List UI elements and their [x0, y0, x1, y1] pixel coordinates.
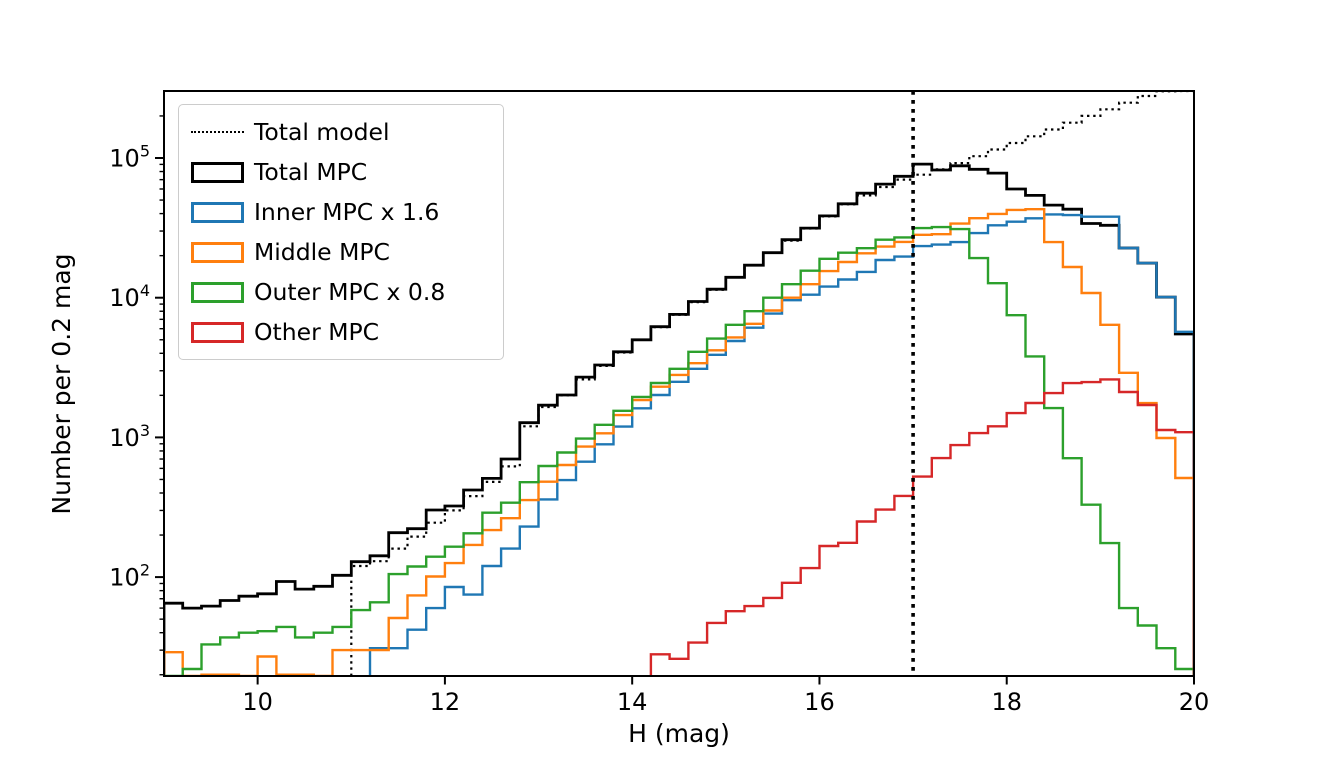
legend-label: Middle MPC	[254, 238, 390, 266]
legend-rect-swatch	[191, 201, 244, 223]
series-middle-mpc	[163, 208, 1195, 677]
legend: Total model Total MPC Inner MPC x 1.6 Middl…	[178, 104, 504, 360]
legend-item-total-mpc: Total MPC	[191, 152, 503, 192]
y-axis-tick-label: 104	[109, 281, 150, 312]
y-axis-tick-label: 102	[109, 561, 150, 592]
legend-label: Total model	[254, 118, 390, 146]
legend-label: Total MPC	[254, 158, 368, 186]
legend-label: Inner MPC x 1.6	[254, 198, 440, 226]
legend-label: Other MPC	[254, 318, 380, 346]
legend-rect-swatch	[191, 161, 244, 183]
legend-rect-swatch	[191, 241, 244, 263]
legend-item-total-model: Total model	[191, 112, 503, 152]
x-axis-tick-label: 20	[1179, 688, 1210, 716]
legend-item-outer-mpc-x-0-8: Outer MPC x 0.8	[191, 272, 503, 312]
legend-item-middle-mpc: Middle MPC	[191, 232, 503, 272]
x-axis-tick-label: 10	[242, 688, 273, 716]
y-axis-tick-label: 103	[109, 421, 150, 452]
x-axis-tick-label: 14	[617, 688, 648, 716]
legend-item-inner-mpc-x-1-6: Inner MPC x 1.6	[191, 192, 503, 232]
y-axis-tick-label: 105	[109, 142, 150, 173]
legend-rect-swatch	[191, 321, 244, 343]
series-outer-mpc-x-0-8	[164, 225, 1195, 677]
series-other-mpc	[649, 378, 1195, 676]
y-axis-label: Number per 0.2 mag	[47, 253, 76, 515]
x-axis-tick-label: 16	[804, 688, 835, 716]
x-axis-tick-label: 12	[430, 688, 461, 716]
x-axis-tick-label: 18	[991, 688, 1022, 716]
legend-label: Outer MPC x 0.8	[254, 278, 446, 306]
legend-rect-swatch	[191, 281, 244, 303]
x-axis-label: H (mag)	[628, 719, 730, 748]
axes-frame	[163, 90, 1195, 677]
legend-item-other-mpc: Other MPC	[191, 312, 503, 352]
legend-dotted-line-swatch	[191, 131, 244, 133]
